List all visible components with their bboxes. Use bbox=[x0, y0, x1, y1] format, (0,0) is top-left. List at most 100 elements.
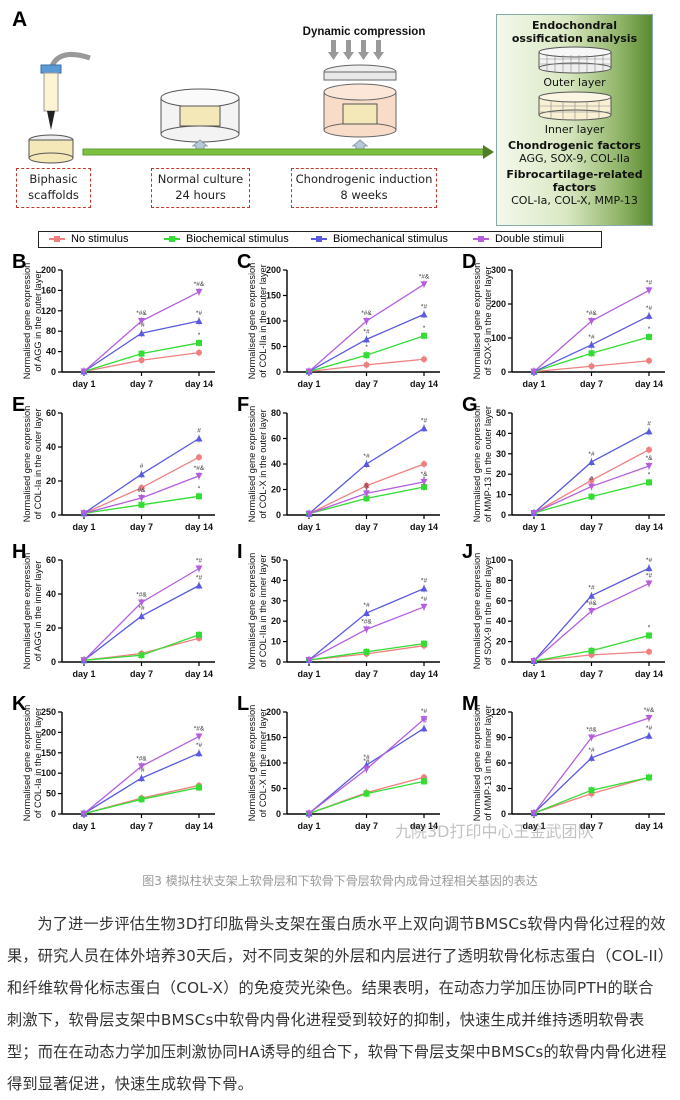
y-axis-label: Normalised gene expression bbox=[472, 705, 482, 821]
y-tick-label: 40 bbox=[271, 575, 281, 585]
data-point bbox=[80, 810, 88, 818]
x-tick-label: day 14 bbox=[410, 379, 438, 389]
y-tick-label: 160 bbox=[41, 285, 56, 295]
significance-annotation: # bbox=[197, 428, 201, 435]
data-point bbox=[421, 640, 427, 647]
significance-annotation: *#& bbox=[644, 707, 655, 714]
x-tick-label: day 1 bbox=[72, 669, 95, 679]
inner-layer-icon bbox=[538, 91, 611, 121]
data-point bbox=[363, 318, 370, 325]
data-point bbox=[645, 580, 653, 587]
data-point bbox=[646, 333, 652, 340]
panel-label: J bbox=[462, 541, 473, 563]
y-tick-label: 20 bbox=[496, 637, 506, 647]
y-tick-label: 30 bbox=[271, 596, 281, 606]
x-tick-label: day 14 bbox=[410, 522, 438, 532]
significance-annotation: *# bbox=[196, 575, 203, 582]
significance-annotation: # bbox=[590, 475, 594, 482]
data-point bbox=[80, 657, 88, 664]
compression-bioreactor-icon bbox=[323, 40, 397, 151]
data-point bbox=[196, 784, 202, 791]
data-point bbox=[645, 732, 653, 739]
y-tick-label: 20 bbox=[496, 469, 506, 479]
panel-label: K bbox=[12, 693, 27, 715]
significance-annotation: *# bbox=[646, 305, 653, 312]
y-tick-label: 60 bbox=[46, 408, 56, 418]
x-tick-label: day 14 bbox=[635, 522, 663, 532]
significance-annotation: *# bbox=[138, 605, 145, 612]
inner-layer-label: Inner layer bbox=[544, 123, 605, 136]
y-tick-label: 100 bbox=[491, 555, 506, 565]
data-point bbox=[645, 463, 653, 470]
y-tick-label: 0 bbox=[276, 367, 281, 377]
data-point bbox=[305, 656, 313, 664]
significance-annotation: *#& bbox=[361, 310, 372, 317]
y-tick-label: 0 bbox=[501, 510, 506, 520]
significance-annotation: * bbox=[198, 332, 201, 339]
y-tick-label: 50 bbox=[271, 784, 281, 794]
data-point bbox=[530, 368, 538, 376]
y-tick-label: 40 bbox=[46, 347, 56, 357]
data-point bbox=[195, 565, 203, 572]
y-axis-label: of COL-IIa in the outer layer bbox=[258, 264, 268, 377]
figure-3: A bbox=[12, 8, 665, 841]
data-point bbox=[138, 484, 145, 491]
legend-marker bbox=[473, 236, 489, 242]
step-label-line1: Chondrogenic induction bbox=[295, 172, 433, 186]
data-point bbox=[363, 766, 370, 773]
y-tick-label: 20 bbox=[46, 476, 56, 486]
data-point bbox=[646, 479, 652, 486]
data-point bbox=[645, 312, 653, 319]
schematic-diagram: Dynamic compression bbox=[28, 26, 494, 164]
data-point bbox=[363, 460, 370, 467]
data-point bbox=[588, 477, 595, 484]
data-point bbox=[195, 472, 203, 480]
legend-label: Biochemical stimulus bbox=[186, 233, 289, 245]
data-point bbox=[363, 335, 370, 343]
data-point bbox=[363, 482, 370, 489]
data-point bbox=[138, 357, 145, 364]
data-point bbox=[363, 490, 370, 497]
watermark: 九院3D打印中心王金武团队 bbox=[395, 822, 594, 841]
y-tick-label: 20 bbox=[46, 623, 56, 633]
data-point bbox=[363, 626, 370, 633]
y-tick-label: 0 bbox=[51, 809, 56, 819]
y-axis-label: of COL-Ia in the inner layer bbox=[33, 708, 43, 818]
data-point bbox=[363, 361, 370, 368]
y-tick-label: 120 bbox=[41, 306, 56, 316]
significance-annotation: *# bbox=[196, 742, 203, 749]
significance-annotation: *# bbox=[588, 334, 595, 341]
legend-marker bbox=[164, 236, 180, 242]
step-box-normal-culture: Normal culture 24 hours bbox=[151, 168, 250, 208]
y-axis-label: of SOX-9 in the outer layer bbox=[483, 267, 493, 376]
data-point bbox=[80, 368, 88, 375]
y-tick-label: 0 bbox=[501, 367, 506, 377]
data-point bbox=[588, 458, 595, 465]
y-axis-label: Normalised gene expression bbox=[22, 553, 32, 669]
legend-item-double: Double stimuli bbox=[473, 233, 564, 245]
panel-label: E bbox=[12, 394, 25, 416]
step-label-line1: Normal culture bbox=[157, 172, 244, 186]
x-tick-label: day 1 bbox=[297, 522, 320, 532]
significance-annotation: *# bbox=[363, 453, 370, 460]
chart-panel-i: I Normalised gene expression of COL-IIa in… bbox=[237, 541, 440, 679]
significance-annotation: *# bbox=[646, 557, 653, 564]
y-axis-label: of AGG in the outer layer bbox=[33, 270, 43, 371]
data-point bbox=[421, 483, 427, 490]
article-body: 为了进一步评估生物3D打印肱骨头支架在蛋白质水平上双向调节BMSCs软骨内骨化过… bbox=[7, 908, 667, 1100]
legend-item-no-stimulus: No stimulus bbox=[49, 233, 128, 245]
significance-annotation: *# bbox=[588, 747, 595, 754]
significance-annotation: *#& bbox=[361, 618, 372, 625]
y-axis-label: Normalised gene expression bbox=[247, 263, 257, 379]
x-tick-label: day 1 bbox=[297, 669, 320, 679]
x-tick-label: day 7 bbox=[355, 669, 378, 679]
data-point bbox=[138, 774, 145, 782]
y-tick-label: 0 bbox=[276, 510, 281, 520]
data-point bbox=[138, 763, 145, 770]
x-tick-label: day 1 bbox=[522, 821, 545, 831]
data-point bbox=[363, 495, 370, 502]
data-point bbox=[363, 352, 370, 359]
significance-annotation: *# bbox=[421, 596, 428, 603]
